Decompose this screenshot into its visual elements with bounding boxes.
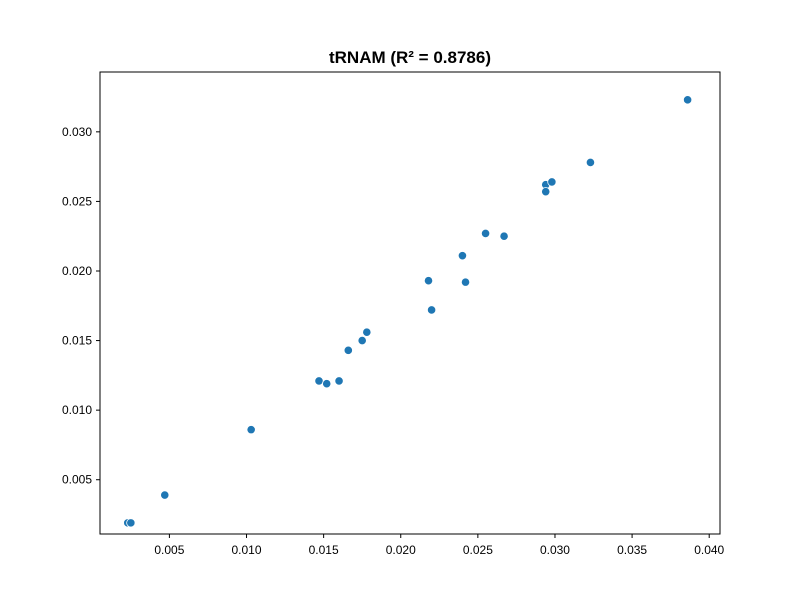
x-tick-label: 0.020 xyxy=(386,543,416,557)
scatter-points xyxy=(123,95,693,528)
scatter-point xyxy=(357,335,367,346)
scatter-point xyxy=(683,95,693,105)
y-tick-label: 0.020 xyxy=(62,264,92,278)
x-tick-label: 0.005 xyxy=(154,543,184,557)
scatter-point xyxy=(457,251,468,261)
scatter-point xyxy=(426,305,437,315)
scatter-point xyxy=(160,490,170,500)
y-axis-ticks: 0.005 0.010 0.015 0.020 0.025 0.030 xyxy=(62,125,100,487)
scatter-point xyxy=(126,518,136,528)
scatter-point xyxy=(423,276,434,286)
x-tick-label: 0.035 xyxy=(617,543,647,557)
scatter-point xyxy=(585,157,596,168)
y-tick-label: 0.010 xyxy=(62,403,92,417)
scatter-point xyxy=(460,277,471,287)
scatter-point xyxy=(541,187,551,197)
x-tick-label: 0.010 xyxy=(232,543,262,557)
y-tick-label: 0.015 xyxy=(62,334,92,348)
x-tick-label: 0.025 xyxy=(463,543,493,557)
scatter-point xyxy=(362,327,372,337)
y-tick-label: 0.025 xyxy=(62,194,92,208)
scatter-point xyxy=(547,177,557,187)
scatter-point xyxy=(480,228,491,239)
scatter-point xyxy=(322,379,332,389)
x-tick-label: 0.015 xyxy=(309,543,339,557)
y-tick-label: 0.030 xyxy=(62,125,92,139)
chart-title: tRNAM (R² = 0.8786) xyxy=(329,48,491,67)
scatter-point xyxy=(499,231,509,241)
scatter-point xyxy=(246,425,256,435)
y-tick-label: 0.005 xyxy=(62,473,92,487)
plot-frame xyxy=(99,71,721,535)
scatter-point xyxy=(343,345,353,355)
scatter-point xyxy=(334,376,344,386)
scatter-point xyxy=(314,376,324,386)
x-tick-label: 0.040 xyxy=(694,543,724,557)
x-axis-ticks: 0.005 0.010 0.015 0.020 0.025 0.030 0.035 0.040 xyxy=(154,534,725,557)
x-tick-label: 0.030 xyxy=(540,543,570,557)
